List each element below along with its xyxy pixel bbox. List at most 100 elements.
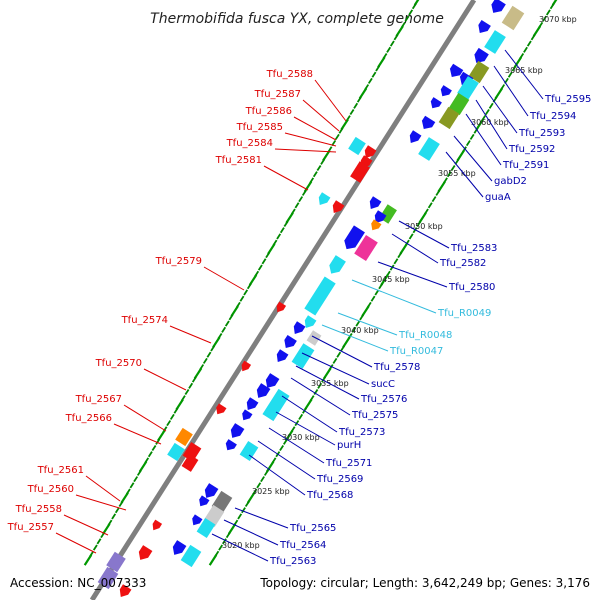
scale-tick-inner: [513, 56, 523, 68]
scale-tick-outer: [151, 444, 157, 452]
scale-tick-outer: [312, 171, 318, 178]
gene-arrow: [421, 115, 436, 130]
leader-line: [263, 165, 309, 191]
gene-label: Tfu_2573: [338, 427, 385, 438]
leader-line: [321, 324, 389, 352]
gene-label: Tfu_R0049: [437, 308, 491, 319]
leader-line: [293, 116, 337, 141]
leader-line: [63, 514, 109, 536]
scale-tick-outer: [303, 180, 313, 193]
scale-tick-inner: [450, 164, 456, 172]
scale-tick-inner: [412, 227, 418, 234]
scale-tick-outer: [92, 544, 98, 551]
gene-arrow: [192, 514, 203, 526]
scale-tick-inner: [246, 492, 256, 504]
leader-line: [311, 335, 373, 368]
scale-tick-inner: [545, 9, 551, 16]
scale-tick-outer: [261, 258, 267, 265]
scale-tick-outer: [212, 336, 221, 348]
scale-tick-outer: [334, 133, 340, 140]
leader-line: [482, 85, 518, 134]
leader-line: [274, 148, 337, 153]
gene-label: Tfu_2579: [155, 256, 202, 267]
scale-tick-inner: [435, 189, 441, 196]
leader-line: [302, 99, 340, 132]
scale-tick-inner: [283, 438, 288, 445]
gene-arrow: [138, 545, 153, 560]
scale-tick-inner: [336, 351, 342, 358]
scale-tick-outer: [301, 189, 307, 196]
scale-tick-inner: [526, 40, 532, 47]
scale-tick-outer: [267, 243, 276, 255]
scale-tick-inner: [304, 398, 313, 411]
scale-tick-inner: [342, 336, 351, 348]
leader-line: [398, 220, 450, 249]
scale-tick-inner: [484, 108, 490, 116]
scale-tick-inner: [260, 476, 265, 483]
gene-block: [484, 30, 506, 54]
scale-tick-inner: [437, 180, 446, 193]
scale-tick-inner: [340, 345, 345, 352]
gene-label: Tfu_2574: [121, 315, 168, 326]
gene-arrow: [374, 210, 387, 224]
gene-arrow: [216, 403, 227, 415]
scale-tick-inner: [359, 314, 365, 321]
scale-tick-outer: [404, 15, 410, 22]
scale-tick-outer: [349, 108, 355, 116]
scale-tick-inner: [475, 118, 485, 131]
gene-label: purH: [337, 440, 361, 451]
scale-tick-inner: [265, 460, 275, 473]
kbp-label: 3020 kbp: [222, 541, 260, 550]
scale-tick-outer: [138, 460, 148, 473]
scale-tick-inner: [494, 87, 504, 100]
scale-tick-inner: [256, 482, 262, 489]
scale-tick-outer: [265, 252, 271, 259]
gene-arrow: [478, 19, 491, 34]
scale-tick-outer: [371, 71, 377, 78]
scale-tick-outer: [377, 56, 386, 68]
leader-line: [275, 411, 336, 446]
kbp-label: 3050 kbp: [405, 222, 443, 231]
gene-label: Tfu_2566: [65, 413, 112, 424]
scale-tick-outer: [322, 149, 331, 162]
gene-label: Tfu_2588: [266, 69, 313, 80]
gene-arrow: [440, 85, 452, 97]
scale-tick-outer: [356, 96, 362, 103]
scale-tick-outer: [202, 357, 208, 364]
scale-tick-outer: [133, 476, 139, 483]
gene-label: Tfu_2564: [279, 540, 326, 551]
scale-tick-inner: [218, 544, 224, 551]
gene-block: [468, 60, 490, 84]
gene-label: Tfu_2586: [245, 106, 292, 117]
gene-arrow: [242, 409, 253, 421]
kbp-label: 3070 kbp: [539, 15, 577, 24]
scale-tick-outer: [102, 523, 111, 535]
scale-tick-outer: [239, 295, 245, 302]
scale-tick-inner: [465, 140, 471, 147]
scale-tick-outer: [173, 407, 179, 414]
gene-arrow: [199, 495, 210, 507]
gene-arrow: [265, 373, 280, 388]
leader-line: [290, 377, 351, 416]
gene-arrow: [371, 219, 382, 231]
gene-label: Tfu_2565: [289, 523, 336, 534]
scale-tick-inner: [397, 252, 403, 259]
leader-line: [295, 365, 360, 400]
gene-label: Tfu_2567: [75, 394, 122, 405]
leader-line: [314, 79, 347, 122]
scale-tick-inner: [317, 382, 323, 389]
gene-arrow: [329, 255, 346, 274]
gene-label: Tfu_2592: [508, 144, 555, 155]
leader-line: [453, 135, 493, 182]
scale-tick-inner: [446, 171, 452, 178]
scale-tick-outer: [353, 102, 359, 109]
gene-label: Tfu_2585: [236, 122, 283, 133]
scale-tick-outer: [358, 87, 368, 100]
scale-tick-outer: [246, 283, 252, 290]
scale-tick-outer: [276, 233, 282, 240]
gene-block: [350, 161, 370, 183]
gene-label: Tfu_2561: [37, 465, 84, 476]
gene-arrow: [284, 334, 297, 349]
scale-tick-outer: [283, 220, 289, 228]
gene-block: [291, 343, 315, 369]
